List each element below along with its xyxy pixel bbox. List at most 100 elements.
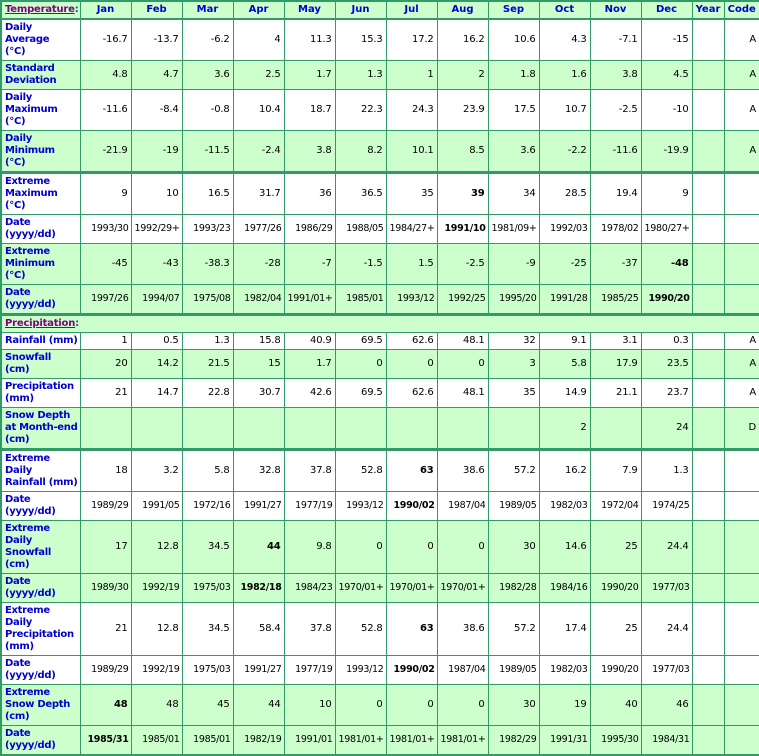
value-cell: 24.4 [640, 602, 693, 656]
row-label: Snowfall (cm) [0, 349, 81, 379]
value-cell: 8.5 [436, 130, 489, 173]
code-cell [723, 655, 759, 685]
value-cell: 17.9 [589, 349, 642, 379]
date-cell: 1993/12 [334, 491, 387, 521]
value-cell: 2 [538, 407, 591, 450]
row-label: Extreme Maximum (°C) [0, 171, 81, 215]
value-cell: 57.2 [487, 602, 540, 656]
date-cell: 1991/31 [538, 725, 591, 756]
year-cell [691, 573, 725, 603]
value-cell: 21.1 [589, 378, 642, 408]
code-cell [723, 602, 759, 656]
date-cell: 1984/27+ [385, 214, 438, 244]
value-cell: 9.1 [538, 332, 591, 350]
value-cell: -25 [538, 243, 591, 285]
value-cell: 1.3 [640, 448, 693, 492]
date-cell: 1981/01+ [436, 725, 489, 756]
value-cell: 0 [385, 684, 438, 726]
value-cell: 14.7 [130, 378, 183, 408]
value-cell: 0.5 [130, 332, 183, 350]
value-cell: 0 [385, 349, 438, 379]
value-cell: 52.8 [334, 602, 387, 656]
table-row: Standard Deviation 4.8 4.7 3.6 2.5 1.7 1.3 1 2 1.… [0, 60, 759, 90]
value-cell: -13.7 [130, 18, 183, 61]
value-cell: 18.7 [283, 89, 336, 131]
value-cell: 36.5 [334, 171, 387, 215]
value-cell: 35 [385, 171, 438, 215]
code-cell [723, 214, 759, 244]
year-cell [691, 349, 725, 379]
value-cell: 1 [79, 332, 132, 350]
value-cell: 16.5 [181, 171, 234, 215]
value-cell: 3.6 [487, 130, 540, 173]
value-cell: 16.2 [436, 18, 489, 61]
date-cell: 1989/05 [487, 655, 540, 685]
temperature-section-link[interactable]: Temperature [5, 4, 75, 15]
month-header: Jan [79, 0, 132, 20]
value-cell: 10.1 [385, 130, 438, 173]
value-cell: 11.3 [283, 18, 336, 61]
value-cell: 44 [232, 520, 285, 574]
value-cell: 18 [79, 448, 132, 492]
value-cell: 0.3 [640, 332, 693, 350]
date-cell: 1995/30 [589, 725, 642, 756]
value-cell: 44 [232, 684, 285, 726]
value-cell: 0 [385, 520, 438, 574]
value-cell: 17.5 [487, 89, 540, 131]
value-cell: 22.8 [181, 378, 234, 408]
value-cell: -0.8 [181, 89, 234, 131]
date-cell: 1993/12 [385, 284, 438, 315]
row-label: Date (yyyy/dd) [0, 214, 81, 244]
value-cell: 4.5 [640, 60, 693, 90]
date-cell: 1989/30 [79, 573, 132, 603]
year-cell [691, 378, 725, 408]
value-cell: 38.6 [436, 602, 489, 656]
value-cell: 17 [79, 520, 132, 574]
value-cell: -2.5 [589, 89, 642, 131]
value-cell: 1.7 [283, 60, 336, 90]
value-cell: -19.9 [640, 130, 693, 173]
value-cell: 4 [232, 18, 285, 61]
value-cell: 24.3 [385, 89, 438, 131]
code-cell: A [723, 130, 759, 173]
value-cell: 34 [487, 171, 540, 215]
date-cell: 1985/31 [79, 725, 132, 756]
month-header: Feb [130, 0, 183, 20]
row-label: Date (yyyy/dd) [0, 655, 81, 685]
value-cell: 9 [79, 171, 132, 215]
value-cell: 16.2 [538, 448, 591, 492]
date-cell: 1985/01 [334, 284, 387, 315]
date-cell: 1993/12 [334, 655, 387, 685]
value-cell: 1 [385, 60, 438, 90]
date-cell: 1972/16 [181, 491, 234, 521]
date-cell: 1989/29 [79, 655, 132, 685]
year-cell [691, 284, 725, 315]
value-cell: 3.1 [589, 332, 642, 350]
value-cell: -7.1 [589, 18, 642, 61]
value-cell: 1.8 [487, 60, 540, 90]
date-cell: 1975/08 [181, 284, 234, 315]
code-cell [723, 284, 759, 315]
year-cell [691, 407, 725, 450]
year-cell [691, 448, 725, 492]
value-cell: -43 [130, 243, 183, 285]
date-cell: 1975/03 [181, 655, 234, 685]
precipitation-section-link[interactable]: Precipitation [5, 318, 76, 329]
value-cell: 30 [487, 520, 540, 574]
value-cell: 1.7 [283, 349, 336, 379]
value-cell: -11.5 [181, 130, 234, 173]
year-cell [691, 89, 725, 131]
year-cell [691, 725, 725, 756]
value-cell: 25 [589, 602, 642, 656]
date-cell: 1974/25 [640, 491, 693, 521]
value-cell: 1.6 [538, 60, 591, 90]
year-column-header: Year [691, 0, 725, 20]
value-cell: 1.3 [334, 60, 387, 90]
value-cell: 0 [334, 349, 387, 379]
value-cell: 39 [436, 171, 489, 215]
table-header: Temperature: Jan Feb Mar Apr May Jun Jul Aug Sep… [0, 0, 759, 20]
date-cell: 1986/29 [283, 214, 336, 244]
value-cell: 24 [640, 407, 693, 450]
code-cell [723, 573, 759, 603]
table-row: Daily Maximum (°C) -11.6 -8.4 -0.8 10.4 18.7 2… [0, 89, 759, 131]
